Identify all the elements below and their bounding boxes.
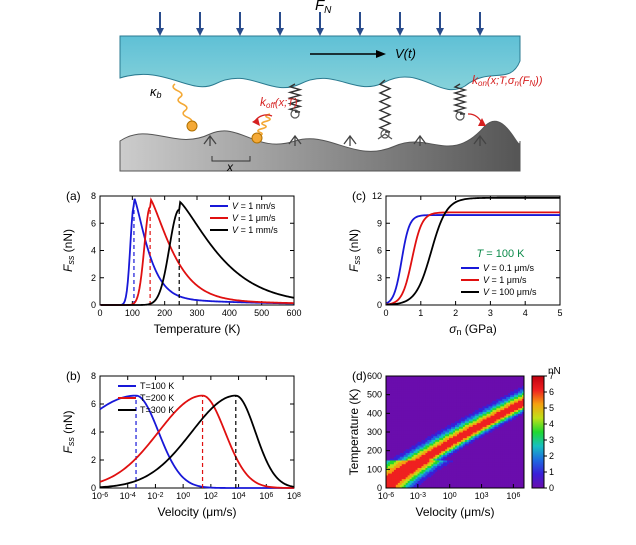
xtick: 106 xyxy=(506,491,520,501)
xtick: 3 xyxy=(488,308,493,318)
annotation: T = 100 K xyxy=(476,248,525,260)
ytick: 6 xyxy=(377,246,382,256)
ytick: 300 xyxy=(367,427,382,437)
koff-label: koff(x;T) xyxy=(260,95,298,110)
ytick: 9 xyxy=(377,218,382,228)
ytick: 0 xyxy=(377,483,382,493)
legend-label: V = 1 μm/s xyxy=(483,275,527,285)
panel-label: (c) xyxy=(352,189,366,203)
ytick: 500 xyxy=(367,390,382,400)
ytick: 0 xyxy=(91,483,96,493)
bottom-surface xyxy=(120,121,520,171)
xtick: 500 xyxy=(254,308,269,318)
xtick: 10-3 xyxy=(410,491,426,501)
ytick: 600 xyxy=(367,371,382,381)
xtick: 300 xyxy=(189,308,204,318)
fn-label: FN xyxy=(315,0,332,16)
ylabel: Temperature (K) xyxy=(347,389,361,476)
xlabel: Velocity (μm/s) xyxy=(416,505,495,519)
xtick: 102 xyxy=(204,491,218,501)
plot-frame xyxy=(100,376,294,488)
legend-label: V = 100 μm/s xyxy=(483,287,537,297)
ytick: 2 xyxy=(91,455,96,465)
xtick: 1 xyxy=(418,308,423,318)
bond-ball xyxy=(187,121,197,131)
xtick: 5 xyxy=(557,308,562,318)
kb-label: κb xyxy=(150,84,162,100)
legend-label: T=200 K xyxy=(140,393,174,403)
top-surface xyxy=(120,36,520,90)
kb-spring xyxy=(173,84,192,124)
ytick: 100 xyxy=(367,464,382,474)
x-label: x xyxy=(226,160,234,174)
ytick: 6 xyxy=(91,399,96,409)
ylabel: Fss (nN) xyxy=(61,410,76,453)
xtick: 104 xyxy=(232,491,246,501)
ytick: 4 xyxy=(91,246,96,256)
spring xyxy=(380,80,390,132)
panel-label: (b) xyxy=(66,369,81,383)
ytick: 8 xyxy=(91,371,96,381)
cbar-tick: 6 xyxy=(549,387,554,397)
xlabel: Velocity (μm/s) xyxy=(158,505,237,519)
colorbar xyxy=(532,376,544,488)
ytick: 2 xyxy=(91,273,96,283)
xtick: 106 xyxy=(259,491,273,501)
cbar-tick: 0 xyxy=(549,483,554,493)
ytick: 4 xyxy=(91,427,96,437)
panel-d: 10-610-31001031060100200300400500600(d)V… xyxy=(347,366,561,519)
diagram: FNV(t)xκbkoff(x;T)kon(x;T,σn(FN)) xyxy=(120,0,543,174)
xtick: 10-2 xyxy=(147,491,163,501)
ytick: 6 xyxy=(91,218,96,228)
xtick: 0 xyxy=(97,308,102,318)
xtick: 108 xyxy=(287,491,301,501)
xtick: 200 xyxy=(157,308,172,318)
panel-b: 10-610-410-210010210410610802468(b)Fss (… xyxy=(61,369,301,519)
legend-label: V = 1 mm/s xyxy=(232,225,278,235)
cbar-tick: 2 xyxy=(549,451,554,461)
cbar-tick: 3 xyxy=(549,435,554,445)
xtick: 100 xyxy=(176,491,190,501)
ytick: 200 xyxy=(367,446,382,456)
xtick: 400 xyxy=(222,308,237,318)
xlabel: Temperature (K) xyxy=(154,322,241,336)
xtick: 4 xyxy=(523,308,528,318)
xtick: 100 xyxy=(125,308,140,318)
legend-label: V = 1 μm/s xyxy=(232,213,276,223)
xtick: 10-4 xyxy=(120,491,136,501)
v-label: V(t) xyxy=(395,46,416,61)
ytick: 8 xyxy=(91,191,96,201)
ytick: 0 xyxy=(377,300,382,310)
cbar-tick: 4 xyxy=(549,419,554,429)
ylabel: Fss (nN) xyxy=(61,229,76,272)
xtick: 2 xyxy=(453,308,458,318)
panel-a: 0 100 200 300 400 500 600 0 2 4 6 8 (a) Fss (nN) Tempe… xyxy=(61,189,302,336)
panel-label: (a) xyxy=(66,189,81,203)
ytick: 3 xyxy=(377,273,382,283)
xtick: 0 xyxy=(383,308,388,318)
panel-label: (d) xyxy=(352,369,367,383)
ytick: 12 xyxy=(372,191,382,201)
ylabel: Fss (nN) xyxy=(347,229,362,272)
legend-label: T=100 K xyxy=(140,381,174,391)
ytick: 0 xyxy=(91,300,96,310)
xtick: 100 xyxy=(443,491,457,501)
cbar-tick: 1 xyxy=(549,467,554,477)
legend-label: V = 1 nm/s xyxy=(232,201,276,211)
cbar-tick: 5 xyxy=(549,403,554,413)
xtick: 600 xyxy=(286,308,301,318)
xlabel: σn (GPa) xyxy=(449,322,497,337)
xtick: 103 xyxy=(475,491,489,501)
legend-label: T=300 K xyxy=(140,405,174,415)
legend-label: V = 0.1 μm/s xyxy=(483,263,534,273)
panel-c: 012345036912(c)Fss (nN)σn (GPa)T = 100 K… xyxy=(347,189,563,337)
cbar-unit: nN xyxy=(548,366,561,377)
ytick: 400 xyxy=(367,408,382,418)
